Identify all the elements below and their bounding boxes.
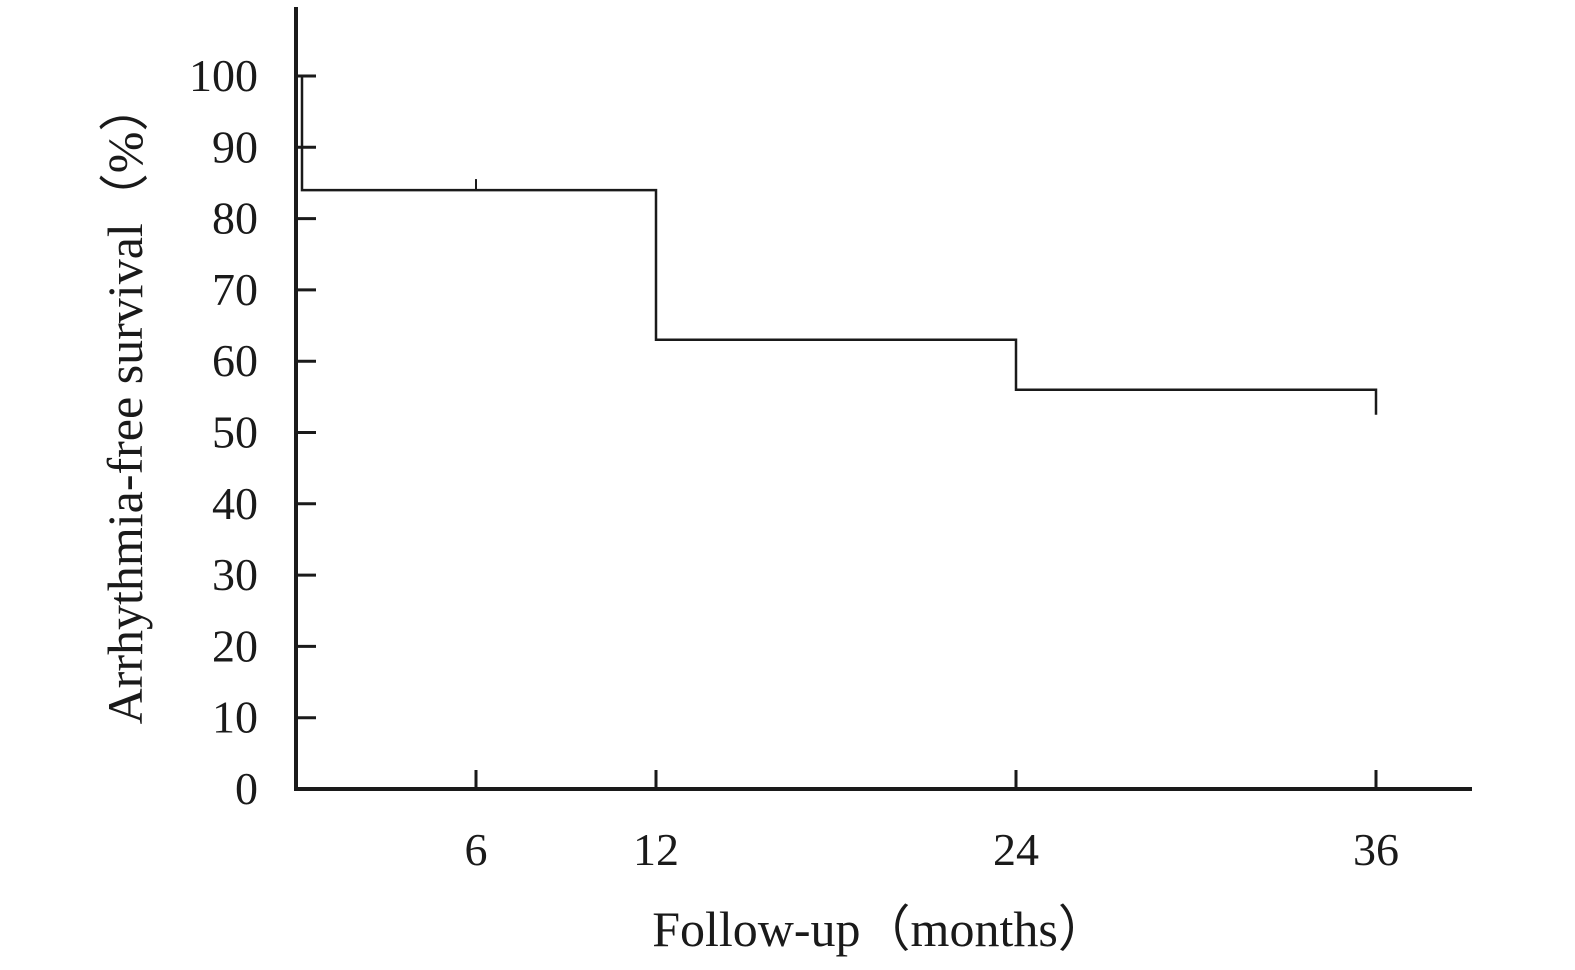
y-tick-label: 100 [189,50,258,101]
x-tick-label: 36 [1353,824,1399,875]
y-axis-ticks: 0 10 20 30 40 50 60 70 80 90 100 [189,50,316,814]
y-tick-label: 40 [212,478,258,529]
y-tick-label: 50 [212,407,258,458]
y-tick-label: 20 [212,620,258,671]
y-tick-label: 10 [212,692,258,743]
y-tick-label: 0 [235,763,258,814]
x-tick-label: 24 [993,824,1039,875]
y-axis-title: Arrhythmia-free survival（%） [97,82,153,725]
y-tick-label: 80 [212,193,258,244]
x-tick-label: 12 [633,824,679,875]
survival-curve [300,76,1378,415]
y-tick-label: 30 [212,549,258,600]
series-group [300,76,1378,415]
y-tick-label: 90 [212,121,258,172]
axes [294,7,1472,791]
y-tick-label: 70 [212,264,258,315]
y-tick-label: 60 [212,335,258,386]
x-axis-ticks: 6 12 24 36 [465,770,1399,875]
x-tick-label: 6 [465,824,488,875]
x-axis-title: Follow-up（months） [652,901,1108,957]
